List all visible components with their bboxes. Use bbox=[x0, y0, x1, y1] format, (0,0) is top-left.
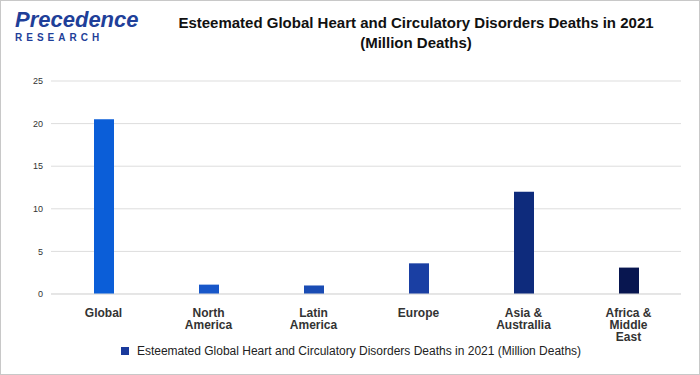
svg-text:LatinAmerica: LatinAmerica bbox=[290, 306, 338, 332]
svg-text:15: 15 bbox=[33, 161, 43, 171]
svg-text:5: 5 bbox=[38, 247, 43, 257]
svg-text:20: 20 bbox=[33, 119, 43, 129]
svg-text:10: 10 bbox=[33, 204, 43, 214]
svg-text:NorthAmerica: NorthAmerica bbox=[185, 306, 233, 332]
svg-text:25: 25 bbox=[33, 76, 43, 86]
html-text:Esteemated Global Heart and Ci: Esteemated Global Heart and Circulatory … bbox=[178, 14, 654, 51]
html-text:Esteemated Global Heart and Ci: Esteemated Global Heart and Circulatory … bbox=[136, 344, 582, 358]
svg-text:0: 0 bbox=[38, 289, 43, 299]
svg-text:Global: Global bbox=[85, 306, 122, 320]
svg-text:Europe: Europe bbox=[398, 306, 440, 320]
html-text:RESEARCH: RESEARCH bbox=[15, 32, 104, 43]
svg-text:Asia &Australlia: Asia &Australlia bbox=[496, 306, 551, 332]
html-text:Precedence: Precedence bbox=[15, 7, 139, 32]
svg-text:Africa &MiddleEast: Africa &MiddleEast bbox=[605, 306, 651, 341]
